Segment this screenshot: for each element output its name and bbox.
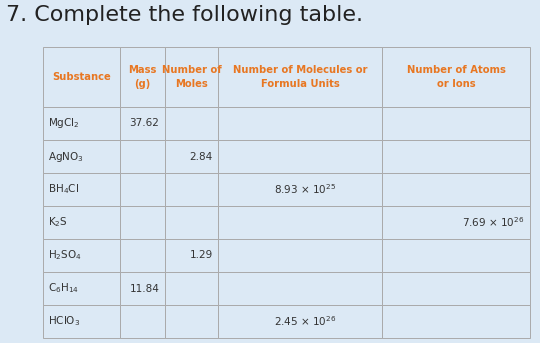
Bar [43,47,120,107]
Bar [165,239,218,272]
Bar [218,173,382,206]
Bar [43,305,120,338]
Bar [218,239,382,272]
Text: 37.62: 37.62 [130,118,159,129]
Text: 1.29: 1.29 [190,250,213,260]
Bar [120,305,165,338]
Text: 8.93 × 10$^{25}$: 8.93 × 10$^{25}$ [274,182,336,197]
Bar [165,206,218,239]
Text: C$_6$H$_{14}$: C$_6$H$_{14}$ [48,282,79,295]
Bar [382,305,530,338]
Bar [165,173,218,206]
Text: K$_2$S: K$_2$S [48,216,68,229]
Text: 11.84: 11.84 [130,284,159,294]
Bar [120,107,165,140]
Bar [382,173,530,206]
Text: 7.69 × 10$^{26}$: 7.69 × 10$^{26}$ [462,216,524,229]
Text: 7. Complete the following table.: 7. Complete the following table. [6,5,363,25]
Bar [218,47,382,107]
Bar [120,206,165,239]
Bar [165,107,218,140]
Bar [218,272,382,305]
Bar [382,107,530,140]
Bar [218,206,382,239]
Bar [382,239,530,272]
Bar [382,47,530,107]
Text: Substance: Substance [52,72,111,82]
Bar [165,47,218,107]
Bar [382,140,530,173]
Bar [120,239,165,272]
Bar [382,272,530,305]
Text: 2.45 × 10$^{26}$: 2.45 × 10$^{26}$ [274,315,336,328]
Bar [120,272,165,305]
Bar [43,272,120,305]
Text: AgNO$_3$: AgNO$_3$ [48,150,84,164]
Bar [43,107,120,140]
Bar [43,239,120,272]
Bar [165,272,218,305]
Bar [43,206,120,239]
Bar [120,140,165,173]
Text: Number of Molecules or
Formula Units: Number of Molecules or Formula Units [233,66,367,88]
Text: Number of Atoms
or Ions: Number of Atoms or Ions [407,66,505,88]
Bar [218,305,382,338]
Text: Mass
(g): Mass (g) [129,66,157,88]
Bar [165,140,218,173]
Text: 2.84: 2.84 [190,152,213,162]
Bar [165,305,218,338]
Bar [120,47,165,107]
Bar [218,107,382,140]
Bar [43,140,120,173]
Bar [120,173,165,206]
Text: HClO$_3$: HClO$_3$ [48,315,80,328]
Bar [382,206,530,239]
Text: BH$_4$Cl: BH$_4$Cl [48,182,79,197]
Text: MgCl$_2$: MgCl$_2$ [48,117,79,130]
Text: H$_2$SO$_4$: H$_2$SO$_4$ [48,249,82,262]
Bar [43,173,120,206]
Text: Number of
Moles: Number of Moles [161,66,221,88]
Bar [218,140,382,173]
